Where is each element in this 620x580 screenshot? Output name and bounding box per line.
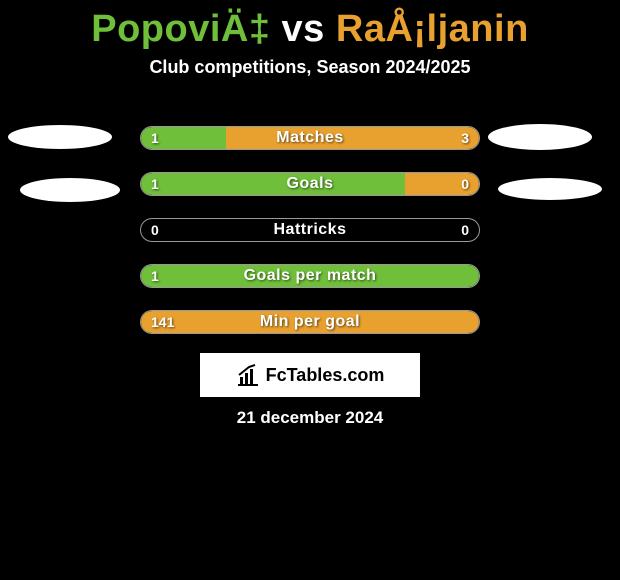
stat-row-hattricks: 00Hattricks — [140, 218, 480, 242]
player-right-name: RaÅ¡ljanin — [336, 8, 529, 50]
player-left-name: PopoviÄ‡ — [91, 8, 270, 50]
stat-label: Goals — [141, 173, 479, 195]
stat-label: Min per goal — [141, 311, 479, 333]
logo-text: FcTables.com — [266, 365, 385, 386]
stat-row-goals: 10Goals — [140, 172, 480, 196]
comparison-title: PopoviÄ‡ vs RaÅ¡ljanin — [0, 0, 620, 51]
stat-row-matches: 13Matches — [140, 126, 480, 150]
player-logo-placeholder-right-2 — [488, 124, 592, 150]
fctables-logo[interactable]: FcTables.com — [200, 353, 420, 397]
stat-label: Goals per match — [141, 265, 479, 287]
stat-row-goals-per-match: 1Goals per match — [140, 264, 480, 288]
bar-chart-icon — [236, 363, 260, 387]
player-logo-placeholder-left-0 — [8, 125, 112, 149]
stat-row-min-per-goal: 141Min per goal — [140, 310, 480, 334]
player-logo-placeholder-left-1 — [20, 178, 120, 202]
stat-label: Matches — [141, 127, 479, 149]
stat-label: Hattricks — [141, 219, 479, 241]
stats-rows: 13Matches 10Goals 00Hattricks 1Goals per ma… — [140, 126, 480, 356]
player-logo-placeholder-right-3 — [498, 178, 602, 200]
vs-label: vs — [282, 8, 325, 50]
subtitle: Club competitions, Season 2024/2025 — [0, 57, 620, 78]
date-label: 21 december 2024 — [0, 408, 620, 428]
